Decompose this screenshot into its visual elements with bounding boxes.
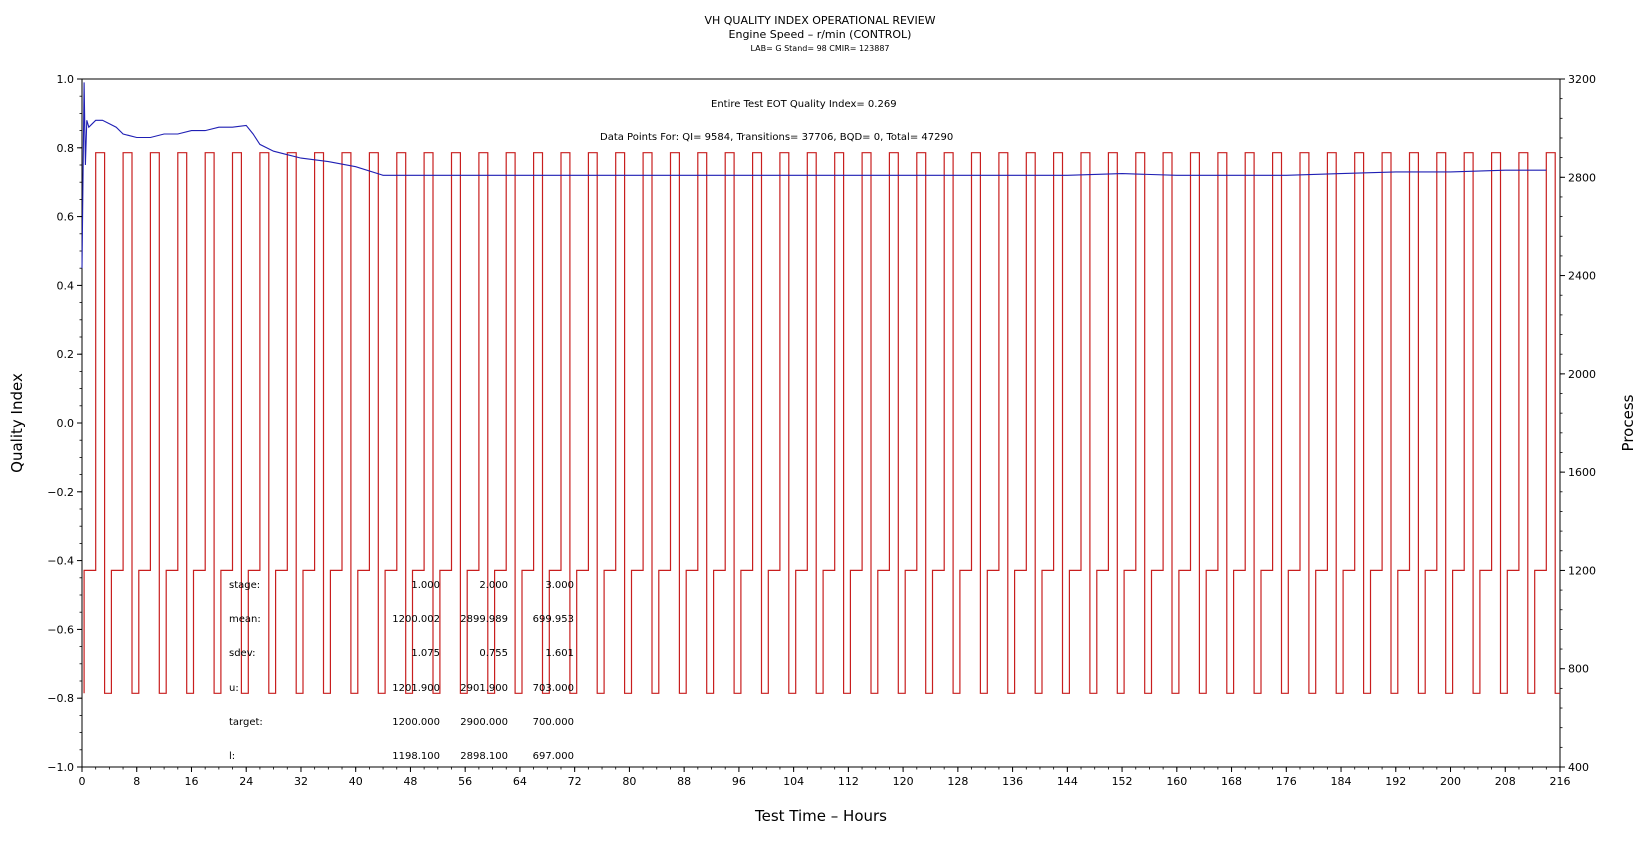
quality-index-annotation: Entire Test EOT Quality Index= 0.269 [711, 99, 897, 110]
y-left-tick-label: −1.0 [47, 761, 74, 774]
x-tick-label: 80 [622, 775, 636, 788]
stats-cell: 1.000 [411, 580, 440, 591]
x-axis: 0 8 16 24 32 40 48 56 64 72 80 88 96 104 112 120 128 136 1… [79, 767, 1571, 788]
stats-cell: 3.000 [545, 580, 574, 591]
x-tick-label: 96 [732, 775, 746, 788]
y-right-tick-label: 400 [1568, 761, 1589, 774]
y-right-tick-label: 1200 [1568, 564, 1596, 577]
stats-cell: 0.755 [479, 648, 508, 659]
chart-subtitle-2: LAB= G Stand= 98 CMIR= 123887 [750, 44, 889, 53]
y-right-tick-label: 3200 [1568, 73, 1596, 86]
y-left-tick-label: 1.0 [57, 73, 75, 86]
y-left-tick-label: −0.2 [47, 486, 74, 499]
y-left-tick-label: 0.8 [57, 142, 75, 155]
x-tick-label: 208 [1495, 775, 1516, 788]
stats-cell: 2898.100 [460, 751, 508, 762]
x-tick-label: 216 [1550, 775, 1571, 788]
x-tick-label: 56 [458, 775, 472, 788]
y-axis-left-label: Quality Index [8, 373, 26, 473]
y-left-tick-label: −0.4 [47, 555, 74, 568]
y-left-tick-label: 0.0 [57, 417, 75, 430]
chart-title: VH QUALITY INDEX OPERATIONAL REVIEW [704, 14, 935, 27]
y-right-tick-label: 2000 [1568, 368, 1596, 381]
x-tick-label: 168 [1221, 775, 1242, 788]
y-left-tick-label: 0.4 [57, 279, 75, 292]
x-tick-label: 64 [513, 775, 527, 788]
x-tick-label: 128 [947, 775, 968, 788]
stats-row-label: u: [229, 683, 239, 694]
stats-cell: 1198.100 [392, 751, 440, 762]
x-tick-label: 88 [677, 775, 691, 788]
x-tick-label: 72 [568, 775, 582, 788]
x-tick-label: 112 [838, 775, 859, 788]
y-left-tick-label: 0.2 [57, 348, 75, 361]
stats-cell: 2.000 [479, 580, 508, 591]
y-left-tick-label: 0.6 [57, 211, 75, 224]
stats-cell: 1201.900 [392, 683, 440, 694]
stats-table: stage: 1.000 2.000 3.000 mean: 1200.002 2899.9… [229, 580, 574, 762]
stats-cell: 1.075 [411, 648, 440, 659]
x-tick-label: 48 [403, 775, 417, 788]
stats-row-label: l: [229, 751, 235, 762]
x-tick-label: 16 [184, 775, 198, 788]
quality-index-series-line [81, 82, 1547, 269]
x-tick-label: 200 [1440, 775, 1461, 788]
x-tick-label: 152 [1112, 775, 1133, 788]
y-right-tick-label: 2400 [1568, 270, 1596, 283]
series-layer [81, 82, 1560, 694]
y-left-tick-label: −0.8 [47, 692, 74, 705]
stats-row-label: stage: [229, 580, 260, 591]
data-points-annotation: Data Points For: QI= 9584, Transitions= … [600, 132, 953, 143]
y-axis-left: 1.0 0.8 0.6 0.4 0.2 0.0 −0.2 −0.4 −0.6 −0.8 −1.0 [47, 73, 82, 774]
x-tick-label: 192 [1385, 775, 1406, 788]
x-tick-label: 24 [239, 775, 253, 788]
stats-cell: 703.000 [533, 683, 574, 694]
y-right-tick-label: 2800 [1568, 171, 1596, 184]
x-tick-label: 8 [133, 775, 140, 788]
x-tick-label: 160 [1166, 775, 1187, 788]
stats-cell: 1200.000 [392, 717, 440, 728]
chart-subtitle: Engine Speed – r/min (CONTROL) [729, 28, 912, 41]
stats-cell: 2900.000 [460, 717, 508, 728]
stats-cell: 2901.900 [460, 683, 508, 694]
stats-cell: 2899.989 [460, 614, 508, 625]
stats-row-label: mean: [229, 614, 261, 625]
x-tick-label: 184 [1331, 775, 1352, 788]
x-tick-label: 176 [1276, 775, 1297, 788]
stats-row-label: target: [229, 717, 263, 728]
x-tick-label: 104 [783, 775, 804, 788]
y-axis-right-label: Process [1619, 394, 1637, 451]
stats-cell: 697.000 [533, 751, 574, 762]
process-series-line [83, 152, 1560, 694]
stats-row-label: sdev: [229, 648, 255, 659]
x-tick-label: 32 [294, 775, 308, 788]
stats-cell: 1.601 [545, 648, 574, 659]
x-axis-label: Test Time – Hours [754, 807, 887, 825]
x-tick-label: 40 [349, 775, 363, 788]
y-left-tick-label: −0.6 [47, 623, 74, 636]
plot-area [81, 78, 1561, 768]
y-axis-right: 3200 2800 2400 2000 1600 1200 800 400 [1560, 73, 1596, 774]
stats-cell: 699.953 [533, 614, 574, 625]
y-right-tick-label: 800 [1568, 663, 1589, 676]
y-right-tick-label: 1600 [1568, 466, 1596, 479]
x-tick-label: 0 [79, 775, 86, 788]
x-tick-label: 136 [1002, 775, 1023, 788]
stats-cell: 1200.002 [392, 614, 440, 625]
x-tick-label: 120 [893, 775, 914, 788]
x-tick-label: 144 [1057, 775, 1078, 788]
stats-cell: 700.000 [533, 717, 574, 728]
